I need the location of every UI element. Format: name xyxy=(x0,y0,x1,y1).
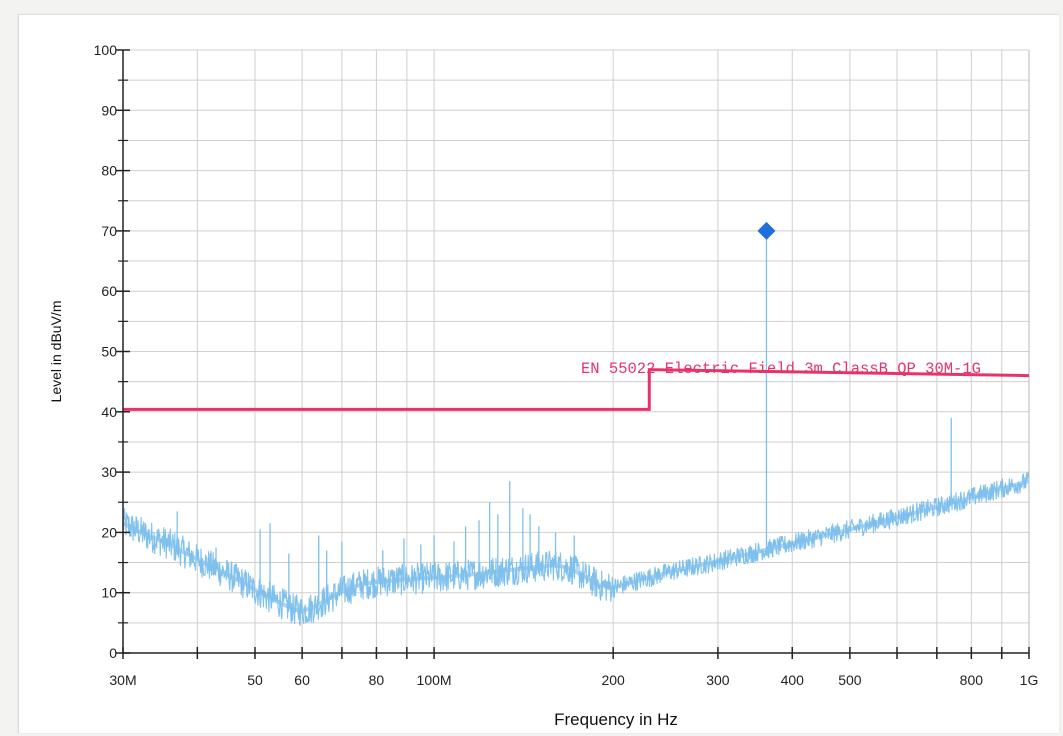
y-tick-label: 10 xyxy=(101,585,117,601)
limit-line-label: EN 55022 Electric Field 3m ClassB QP 30M… xyxy=(581,360,981,378)
y-tick-label: 80 xyxy=(101,163,117,179)
noise-floor-series xyxy=(122,471,1030,626)
x-tick-label: 80 xyxy=(369,672,385,688)
y-tick-label: 0 xyxy=(109,645,117,661)
y-tick-label: 50 xyxy=(101,344,117,360)
x-tick-label: 60 xyxy=(294,672,310,688)
spikes-group xyxy=(176,230,952,608)
y-axis-title: Level in dBuV/m xyxy=(48,301,64,403)
y-tick-label: 100 xyxy=(94,42,118,58)
x-tick-label: 1G xyxy=(1020,672,1039,688)
x-tick-label: 400 xyxy=(781,672,805,688)
axes: 0 10 20 30 40 50 60 70 80 90 100 30M 50 60 80 100M 200 30… xyxy=(94,42,1039,688)
x-axis-title: Frequency in Hz xyxy=(554,710,678,729)
x-tick-label: 500 xyxy=(838,672,862,688)
noise-band xyxy=(122,479,1030,613)
y-tick-label: 90 xyxy=(101,102,117,118)
limit-line-group xyxy=(123,368,1030,411)
x-tick-label: 50 xyxy=(247,672,263,688)
x-tick-label: 30M xyxy=(109,672,136,688)
noise-trace xyxy=(122,471,1030,626)
peak-marker xyxy=(757,221,776,240)
y-tick-label: 40 xyxy=(101,404,117,420)
limit-line xyxy=(123,368,1030,411)
y-tick-label: 60 xyxy=(101,283,117,299)
y-tick-label: 30 xyxy=(101,464,117,480)
y-tick-label: 70 xyxy=(101,223,117,239)
x-tick-label: 300 xyxy=(706,672,730,688)
grid xyxy=(123,49,1030,653)
x-tick-label: 100M xyxy=(417,672,452,688)
x-tick-label: 200 xyxy=(601,672,625,688)
document-sheet: 0 10 20 30 40 50 60 70 80 90 100 30M 50 60 80 100M 200 30… xyxy=(18,14,1059,733)
emission-chart: 0 10 20 30 40 50 60 70 80 90 100 30M 50 60 80 100M 200 30… xyxy=(48,42,1039,729)
x-tick-label: 800 xyxy=(960,672,984,688)
markers-group xyxy=(757,221,776,240)
y-tick-label: 20 xyxy=(101,524,117,540)
